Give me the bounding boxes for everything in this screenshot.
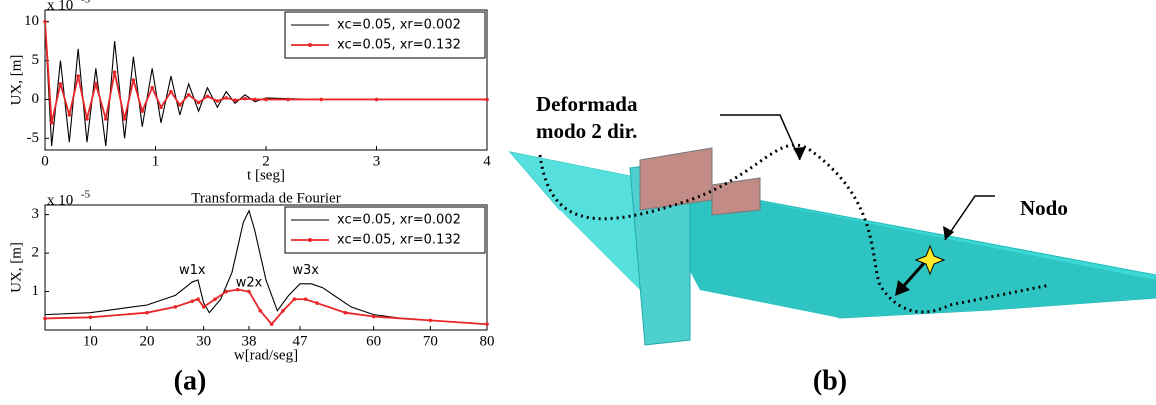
marker [224,96,228,100]
marker [315,301,319,305]
pointer-line [720,115,800,160]
marker [76,74,80,78]
y-tick-label: 5 [32,52,40,68]
x-tick-label: 30 [196,333,211,349]
structure-render [510,115,1156,345]
chart-title: Transformada de Fourier [191,190,340,206]
legend-marker [308,43,312,47]
marker [43,317,47,321]
marker [293,297,297,301]
marker [191,299,195,303]
scale-label: x 10 [47,0,73,13]
y-tick-label: 2 [32,245,40,261]
scale-exponent: -5 [81,0,91,6]
x-tick-label: 4 [483,153,491,169]
marker [140,109,144,113]
marker [281,309,285,313]
marker [145,311,149,315]
marker [485,98,489,102]
legend-label: xc=0.05, xr=0.002 [337,18,461,33]
x-tick-label: 70 [423,333,438,349]
marker [485,322,489,326]
marker [259,309,263,313]
marker [169,90,173,94]
marker [150,86,154,90]
marker [375,98,379,102]
x-axis-label: t [seg] [247,167,285,183]
marker [123,117,127,121]
marker [178,103,182,107]
y-tick-label: 10 [24,13,39,29]
marker [319,98,323,102]
x-tick-label: 1 [152,153,160,169]
legend-label: xc=0.05, xr=0.002 [337,213,461,228]
marker [159,105,163,109]
marker [132,78,136,82]
marker [216,99,220,103]
annotation: Nodo [1020,196,1068,220]
marker [85,117,89,121]
annotation: w1x [179,263,206,278]
x-tick-label: 0 [41,153,49,169]
marker [197,101,201,105]
legend-label: xc=0.05, xr=0.132 [337,233,461,248]
tower-top [640,148,712,210]
marker [264,98,268,102]
panel-label: (a) [174,365,207,396]
x-tick-label: 20 [140,333,155,349]
pointer-line [945,196,995,240]
marker [113,70,117,74]
marker [344,311,348,315]
y-tick-label: -5 [27,130,40,146]
y-axis-label: UX, [m] [8,55,24,106]
y-axis-label: UX, [m] [8,242,24,293]
legend-label: xc=0.05, xr=0.132 [337,38,461,53]
x-axis-label: w[rad/seg] [234,347,298,363]
annotation: modo 2 dir. [536,119,637,143]
marker [233,98,237,102]
marker [89,316,93,320]
marker [94,82,98,86]
dam-face [510,152,640,290]
marker [243,97,247,101]
marker [213,297,217,301]
marker [270,322,274,326]
pointer-head [793,147,806,160]
figure: Deformada modo 2 dir. Nodo (a) (b) 0 1 2 3 4… [0,0,1156,405]
x-tick-label: 10 [83,333,98,349]
marker [59,82,63,86]
marker [372,315,376,319]
marker [174,305,178,309]
marker [206,95,210,99]
marker [429,319,433,323]
marker [225,290,229,294]
marker [286,98,290,102]
marker [50,121,54,125]
marker [104,117,108,121]
marker [68,113,72,117]
y-tick-label: 3 [32,206,40,222]
tower-top-2 [712,178,760,215]
marker [202,305,206,309]
legend-marker [308,238,312,242]
marker [304,297,308,301]
marker [196,297,200,301]
marker [187,93,191,97]
annotation: Deformada [536,92,638,116]
marker [43,20,47,24]
marker [253,98,257,102]
y-tick-label: 0 [32,91,40,107]
y-tick-label: 1 [32,283,40,299]
x-tick-label: 60 [366,333,381,349]
scale-label: x 10 [47,192,73,208]
scale-exponent: -5 [81,189,91,201]
annotation: w2x [236,276,263,291]
x-tick-label: 3 [373,153,381,169]
annotation: w3x [292,263,319,278]
x-tick-label: 80 [480,333,495,349]
panel-label: (b) [813,365,847,396]
